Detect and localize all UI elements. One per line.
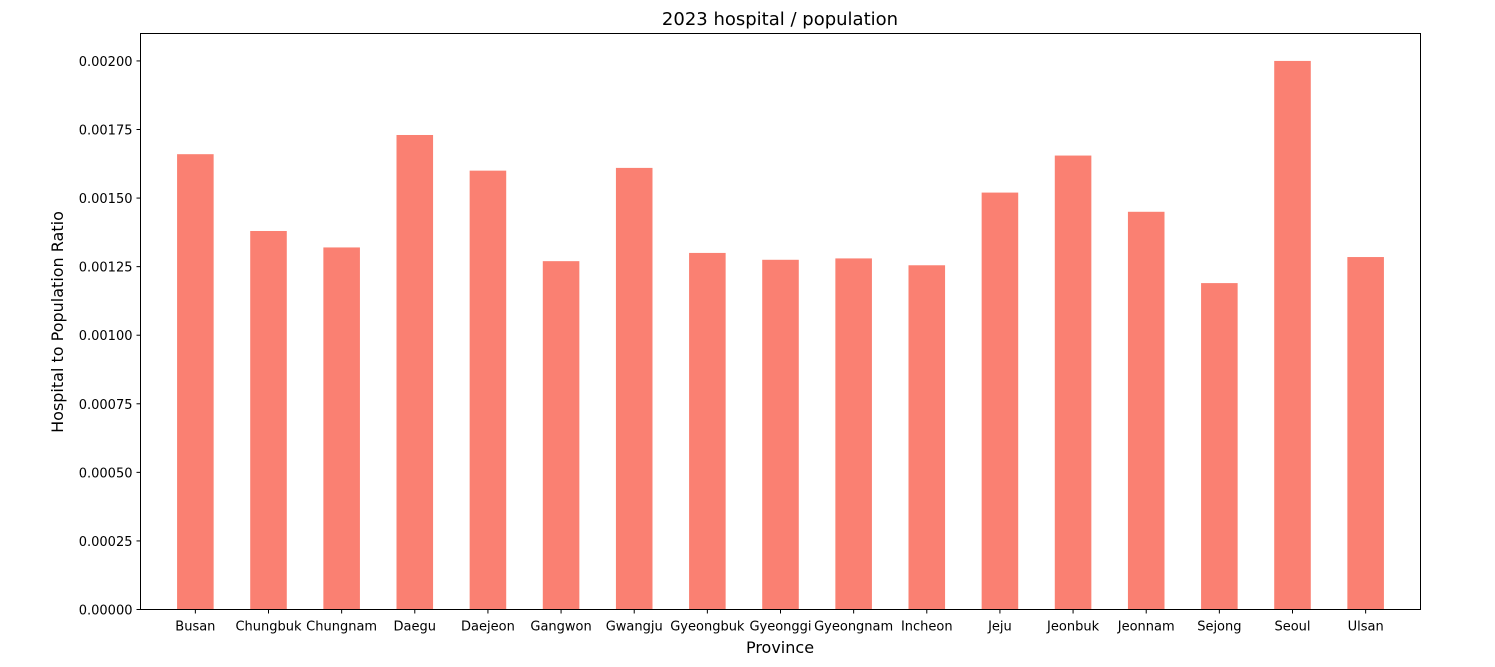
bar-incheon [908, 265, 946, 610]
x-tick-label: Daejeon [461, 620, 515, 635]
bar-gyeongnam [835, 258, 872, 610]
bar-busan [177, 154, 214, 610]
x-tick-label: Gwangju [606, 620, 663, 635]
bars-layer [177, 60, 1384, 610]
x-tick-label: Daegu [394, 620, 436, 635]
y-tick-label: 0.00100 [79, 329, 133, 344]
bar-jeju [981, 192, 1019, 610]
y-tick-label: 0.00125 [79, 261, 133, 276]
x-axis: Busan Chungbuk Chungnam Daegu Daejeon Gangwon… [175, 609, 1384, 635]
x-tick-label: Ulsan [1348, 620, 1384, 635]
bar-ulsan [1347, 257, 1384, 610]
bar-gwangju [615, 167, 653, 610]
bar-gangwon [542, 261, 580, 610]
x-tick-label: Chungnam [306, 620, 377, 635]
bar-daejeon [469, 170, 507, 610]
y-tick-label: 0.00175 [79, 124, 133, 139]
y-tick-label: 0.00075 [79, 398, 133, 413]
y-tick-label: 0.00200 [79, 55, 133, 70]
bar-jeonnam [1127, 211, 1165, 610]
y-axis-title: Hospital to Population Ratio [48, 211, 67, 433]
bar-gyeonggi [762, 259, 799, 610]
bar-gyeongbuk [689, 252, 726, 610]
x-tick-label: Seoul [1274, 620, 1310, 635]
x-tick-label: Sejong [1197, 620, 1241, 635]
bar-sejong [1201, 283, 1238, 610]
x-tick-label: Busan [175, 620, 215, 635]
bar-jeonbuk [1054, 155, 1092, 610]
y-tick-label: 0.00025 [79, 535, 133, 550]
plot-frame [140, 33, 1421, 610]
x-tick-label: Jeonbuk [1046, 620, 1100, 635]
x-tick-label: Gangwon [530, 620, 591, 635]
x-axis-title: Province [746, 638, 814, 657]
x-tick-label: Jeju [987, 620, 1012, 635]
bar-chungbuk [250, 230, 287, 610]
chart-title: 2023 hospital / population [662, 9, 898, 30]
bar-chungnam [323, 247, 360, 610]
x-tick-label: Gyeonggi [749, 620, 811, 635]
y-tick-label: 0.00000 [79, 604, 133, 619]
x-tick-label: Gyeongbuk [670, 620, 745, 635]
y-tick-label: 0.00150 [79, 192, 133, 207]
x-tick-label: Chungbuk [235, 620, 302, 635]
x-tick-label: Gyeongnam [814, 620, 893, 635]
y-tick-label: 0.00050 [79, 466, 133, 481]
bar-seoul [1274, 60, 1311, 610]
x-tick-label: Jeonnam [1117, 620, 1175, 635]
x-tick-label: Incheon [901, 620, 953, 635]
bar-daegu [396, 134, 434, 610]
y-axis: 0.00000 0.00025 0.00050 0.00075 0.00100 0.001… [79, 55, 141, 619]
